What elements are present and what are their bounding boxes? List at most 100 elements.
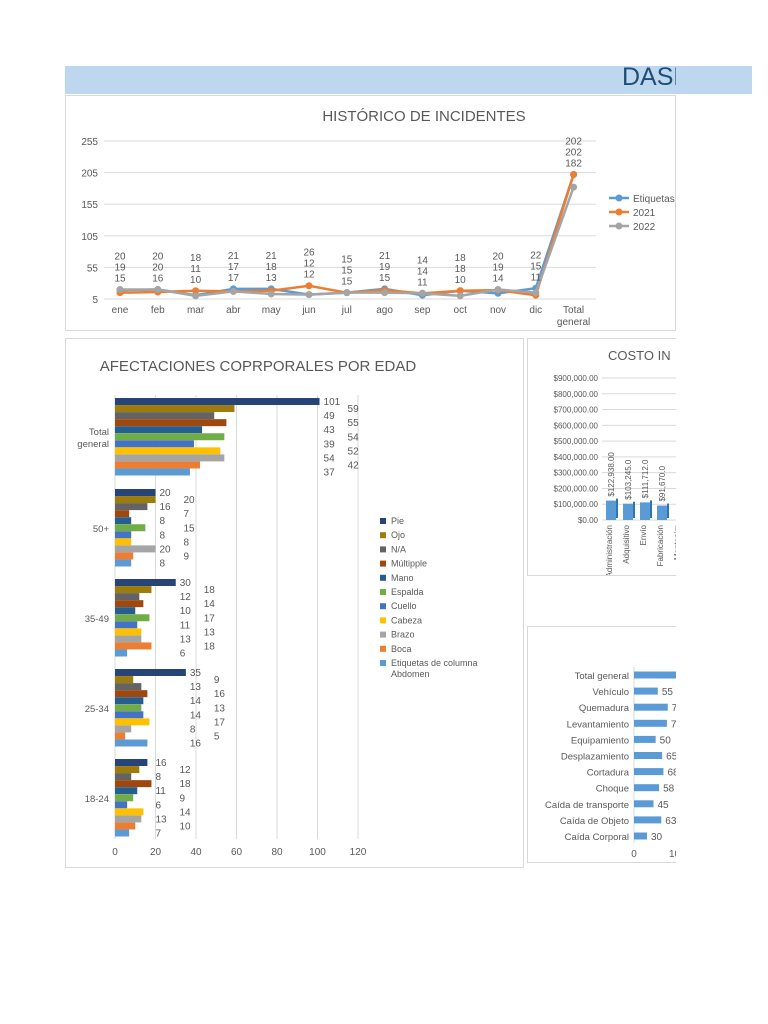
x-tick-label: 100 [669,849,676,860]
data-label: 13 [190,682,202,693]
data-label: 65 [666,752,676,763]
data-label: 39 [324,439,336,450]
bar-Abdomen [115,829,130,837]
category-label: Quemadura [579,703,630,714]
x-tick-label: general [557,317,590,328]
y-tick-label: $600,000.00 [554,421,599,430]
x-tick-label: nov [490,305,506,316]
x-tick-label: 0 [631,849,637,860]
data-point [305,291,313,299]
bar [634,687,658,695]
data-label: $91,670.0 [658,465,667,501]
category-label: 18-24 [85,794,109,805]
bar-Brazo [115,545,156,553]
chart-title: COSTO IN [608,348,671,363]
y-tick-label: $800,000.00 [554,390,599,399]
bar [634,752,663,759]
data-label: 9 [184,551,190,562]
data-label: 15 [530,261,542,272]
bar-Pie [115,489,156,496]
bar-Abdomen [115,559,132,567]
data-label: 17 [214,717,226,728]
legend-marker [615,208,623,216]
age-bar-chart-panel: AFECTACIONES COPRPORALES POR EDAD 0 20 40 60… [65,338,524,868]
data-label: 182 [565,158,582,169]
bar-Boca [115,552,134,560]
data-label: 14 [492,274,504,285]
bar [634,735,656,743]
data-label: 6 [180,649,186,660]
data-label: 19 [114,263,126,274]
x-tick-label: ene [112,305,129,316]
data-label: 18 [455,253,467,264]
data-label: 15 [341,255,353,266]
data-label: 15 [184,523,196,534]
data-label: 11 [180,620,191,631]
category-label: Caída Corporal [565,832,629,843]
bar-Boca [115,822,136,830]
data-label: 12 [180,592,192,603]
data-point [532,289,540,297]
y-tick-label: $300,000.00 [554,469,599,478]
bar-Ojo [115,586,152,594]
chart-title: AFECTACIONES COPRPORALES POR EDAD [100,358,417,375]
legend-label: Boca [391,644,412,654]
data-label: $103,245.0 [624,459,633,500]
header-band [65,66,752,94]
bar-Cabeza [115,628,142,636]
data-label: 14 [190,696,202,707]
category-label: 50+ [93,524,110,535]
x-tick-label: 40 [190,847,202,858]
bar-Pie [115,759,148,766]
x-tick-label: sep [414,305,431,316]
data-point [267,290,275,298]
data-point [192,287,200,295]
x-tick-label: dic [529,305,542,316]
data-label: 10 [179,821,191,832]
bar-side [616,498,618,518]
data-label: $122,938.00 [607,452,616,497]
data-label: 30 [180,578,192,589]
bar [634,671,676,679]
data-label: 37 [324,468,336,479]
bar [606,500,616,520]
data-label: 7 [155,829,161,840]
legend-marker [615,194,623,202]
legend-label: Pie [391,516,404,526]
legend-label: Brazo [391,630,415,640]
bar [634,800,654,808]
legend-swatch [380,546,386,553]
data-label: 18 [266,262,278,273]
bar-N/A [115,503,148,511]
bar-Espalda [115,794,134,802]
bar-Cabeza [115,718,150,726]
bar-Cabeza [115,538,132,546]
bar-Ojo [115,496,156,504]
data-point [570,170,578,178]
data-label: 18 [204,641,216,652]
bar-Cuello [115,621,138,629]
data-label: 17 [228,273,240,284]
data-label: 20 [152,263,164,274]
legend-swatch [380,518,386,524]
data-point [343,289,351,297]
legend-marker [615,222,623,230]
x-tick-label: 120 [350,847,367,858]
data-label: 8 [160,559,166,570]
data-label: 9 [179,793,185,804]
header-clip: DASHBOARD [65,66,676,94]
bar-Cuello [115,801,128,809]
bar [634,832,647,840]
legend-swatch [380,645,386,652]
bar-Mano [115,426,203,434]
data-label: 15 [379,273,391,284]
x-tick-label: 80 [271,847,283,858]
data-label: 21 [266,251,278,262]
x-tick-label: 100 [309,847,326,858]
data-label: 42 [348,460,360,471]
data-label: 54 [348,432,360,443]
data-label: 9 [214,675,220,686]
bar-Múltipple [115,600,144,608]
data-label: 16 [152,274,164,285]
data-label: 20 [152,252,164,263]
